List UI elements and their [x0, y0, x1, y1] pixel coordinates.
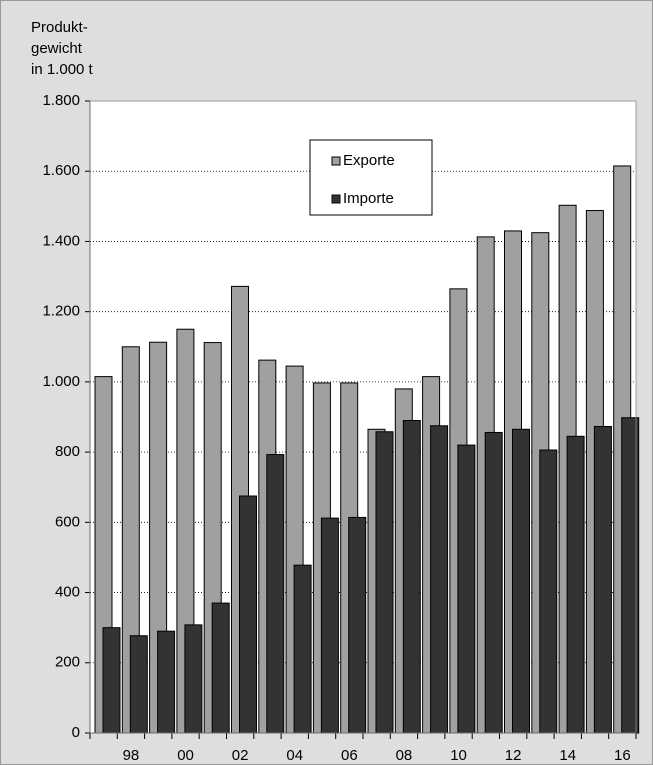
y-tick-label: 600 — [55, 513, 80, 530]
y-tick-label: 1.600 — [42, 162, 80, 179]
y-tick-label: 800 — [55, 443, 80, 460]
bar — [320, 517, 339, 734]
bar — [430, 425, 449, 734]
x-tick-label: 14 — [559, 747, 576, 764]
plot-border — [89, 100, 637, 734]
bar — [539, 449, 558, 734]
bar — [129, 635, 148, 734]
x-tick-label: 16 — [614, 747, 631, 764]
x-tick-label: 98 — [123, 747, 140, 764]
x-tick-label: 10 — [450, 747, 467, 764]
legend-label: Importe — [343, 190, 394, 207]
legend-swatch — [331, 194, 341, 204]
y-tick-label: 200 — [55, 654, 80, 671]
x-tick-label: 06 — [341, 747, 358, 764]
y-tick-label: 1.800 — [42, 92, 80, 109]
bar — [211, 602, 230, 734]
bar — [266, 454, 285, 734]
bar — [293, 564, 312, 734]
bar — [239, 495, 257, 734]
bar — [348, 516, 367, 734]
x-tick-label: 02 — [232, 747, 249, 764]
bar — [102, 627, 121, 734]
legend-swatch — [331, 156, 341, 166]
bar — [375, 431, 394, 734]
y-axis-title: Produkt- — [31, 19, 88, 36]
y-tick-label: 1.200 — [42, 303, 80, 320]
bar — [457, 444, 476, 734]
bar — [484, 431, 503, 734]
bar — [402, 420, 421, 734]
y-tick-label: 1.400 — [42, 232, 80, 249]
legend-label: Exporte — [343, 152, 395, 169]
x-tick-label: 12 — [505, 747, 522, 764]
y-tick-label: 1.000 — [42, 373, 80, 390]
x-tick-label: 08 — [396, 747, 413, 764]
bar — [157, 630, 176, 734]
bar — [184, 624, 203, 734]
x-tick-label: 04 — [286, 747, 303, 764]
y-axis-title: gewicht — [31, 40, 83, 57]
x-tick-label: 00 — [177, 747, 194, 764]
y-tick-label: 0 — [72, 724, 80, 741]
bar — [593, 425, 612, 734]
bar — [566, 435, 585, 734]
bar — [512, 428, 530, 734]
legend — [309, 139, 433, 216]
y-axis-title: in 1.000 t — [31, 61, 94, 78]
y-tick-label: 400 — [55, 584, 80, 601]
